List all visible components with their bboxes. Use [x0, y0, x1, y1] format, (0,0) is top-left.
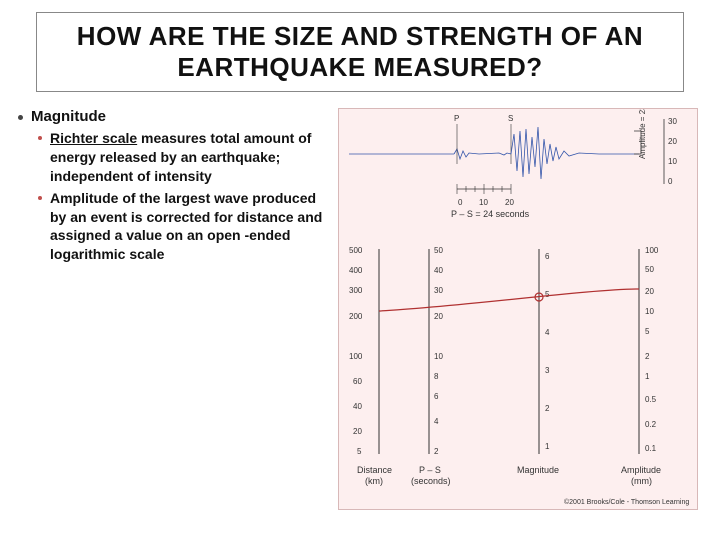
- distance-ticks: 500 400 300 200 100 60 40 20 5: [349, 246, 363, 456]
- distance-label1: Distance: [357, 465, 392, 475]
- svg-text:100: 100: [645, 246, 659, 255]
- svg-text:4: 4: [545, 328, 550, 337]
- bullet-dot: [18, 115, 23, 120]
- text-column: Magnitude Richter scale measures total a…: [18, 108, 338, 510]
- bullet-dot: [38, 196, 42, 200]
- amplitude-label1: Amplitude: [621, 465, 661, 475]
- nomograph-group: 500 400 300 200 100 60 40 20 5 Distance …: [349, 246, 661, 486]
- svg-text:5: 5: [357, 447, 362, 456]
- amplitude-label2: (mm): [631, 476, 652, 486]
- svg-text:30: 30: [434, 286, 443, 295]
- svg-text:6: 6: [545, 252, 550, 261]
- seismo-s-burst: [511, 127, 639, 179]
- svg-text:1: 1: [545, 442, 550, 451]
- svg-text:0.5: 0.5: [645, 395, 657, 404]
- nomograph-red-line: [379, 289, 639, 311]
- svg-text:5: 5: [545, 290, 550, 299]
- figure-svg: P S Amplitude = 23 mm 0 10 20 30: [339, 109, 699, 509]
- svg-text:40: 40: [434, 266, 443, 275]
- ps-label2: (seconds): [411, 476, 451, 486]
- content-row: Magnitude Richter scale measures total a…: [0, 108, 720, 510]
- ps-ticks: 50 40 30 20 10 8 6 4 2: [434, 246, 443, 456]
- svg-text:6: 6: [434, 392, 439, 401]
- svg-text:2: 2: [545, 404, 550, 413]
- ps-label1: P – S: [419, 465, 441, 475]
- seismogram-group: P S Amplitude = 23 mm 0 10 20 30: [349, 109, 677, 219]
- svg-text:2: 2: [645, 352, 650, 361]
- ps-ruler: 0 10 20: [457, 184, 514, 207]
- mag-ticks: 6 5 4 3 2 1: [545, 252, 550, 451]
- svg-text:0: 0: [458, 198, 463, 207]
- svg-text:300: 300: [349, 286, 363, 295]
- magnitude-label: Magnitude: [517, 465, 559, 475]
- svg-text:20: 20: [645, 287, 654, 296]
- svg-text:60: 60: [353, 377, 362, 386]
- rs0: 0: [668, 177, 673, 186]
- amplitude-label: Amplitude = 23 mm: [638, 109, 647, 159]
- figure-column: P S Amplitude = 23 mm 0 10 20 30: [338, 108, 698, 510]
- bullet-l2a: Richter scale measures total amount of e…: [38, 129, 330, 186]
- copyright-text: ©2001 Brooks/Cole - Thomson Learning: [564, 498, 689, 506]
- svg-text:10: 10: [434, 352, 443, 361]
- bullet-l2b-text: Amplitude of the largest wave produced b…: [50, 189, 330, 265]
- svg-text:3: 3: [545, 366, 550, 375]
- richter-underline: Richter scale: [50, 130, 137, 146]
- s-label: S: [508, 114, 513, 123]
- amp-ticks: 100 50 20 10 5 2 1 0.5 0.2 0.1: [645, 246, 659, 453]
- svg-text:10: 10: [479, 198, 488, 207]
- svg-text:1: 1: [645, 372, 650, 381]
- svg-text:50: 50: [645, 265, 654, 274]
- svg-text:20: 20: [434, 312, 443, 321]
- bullet-dot: [38, 136, 42, 140]
- rs3: 30: [668, 117, 677, 126]
- svg-text:0.2: 0.2: [645, 420, 657, 429]
- bullet-l1: Magnitude: [18, 108, 330, 125]
- svg-text:8: 8: [434, 372, 439, 381]
- rs2: 20: [668, 137, 677, 146]
- rs1: 10: [668, 157, 677, 166]
- svg-text:10: 10: [645, 307, 654, 316]
- distance-label2: (km): [365, 476, 383, 486]
- svg-text:400: 400: [349, 266, 363, 275]
- seismo-gap: [479, 153, 511, 155]
- svg-text:500: 500: [349, 246, 363, 255]
- bullet-l1-text: Magnitude: [31, 108, 106, 125]
- svg-text:40: 40: [353, 402, 362, 411]
- p-label: P: [454, 114, 459, 123]
- svg-text:100: 100: [349, 352, 363, 361]
- svg-text:2: 2: [434, 447, 439, 456]
- svg-text:5: 5: [645, 327, 650, 336]
- svg-text:4: 4: [434, 417, 439, 426]
- bullet-l2a-text: Richter scale measures total amount of e…: [50, 129, 330, 186]
- svg-text:0.1: 0.1: [645, 444, 657, 453]
- svg-text:50: 50: [434, 246, 443, 255]
- bullet-l2b: Amplitude of the largest wave produced b…: [38, 189, 330, 265]
- svg-text:20: 20: [353, 427, 362, 436]
- ps-annotation: P – S = 24 seconds: [451, 209, 530, 219]
- seismo-p: [454, 149, 479, 159]
- svg-text:200: 200: [349, 312, 363, 321]
- svg-text:20: 20: [505, 198, 514, 207]
- title-container: HOW ARE THE SIZE AND STRENGTH OF AN EART…: [36, 12, 684, 92]
- slide-title: HOW ARE THE SIZE AND STRENGTH OF AN EART…: [47, 21, 673, 83]
